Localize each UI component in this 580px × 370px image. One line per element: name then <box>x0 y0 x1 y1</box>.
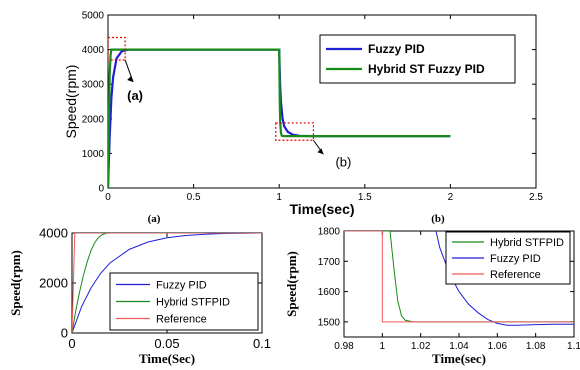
x-tick-label: 0.5 <box>187 192 201 203</box>
legend-label: Fuzzy PID <box>490 253 541 265</box>
x-tick-label: 0 <box>68 336 75 351</box>
x-tick-label: 1.08 <box>526 341 546 352</box>
x-tick-label: 1 <box>276 192 282 203</box>
legend: Fuzzy PID Hybrid ST Fuzzy PID <box>319 34 516 84</box>
callout-arrowhead <box>127 75 134 82</box>
subplot-2: 0.98 1 1.02 1.04 1.06 1.08 1.1 1500 1600 1700 1800… <box>284 213 580 366</box>
x-axis-label: Time(sec) <box>432 351 486 366</box>
legend-box <box>319 34 516 84</box>
series-line-fuzzy-pid <box>72 233 262 333</box>
subplot-0: 0 0.5 1 1.5 2 2.5 0 1000 2000 3000 4000 5000 Time(se… <box>63 11 543 218</box>
callout-label: (b) <box>335 154 351 169</box>
x-axis-label: Time(Sec) <box>139 351 195 366</box>
y-tick-label: 4000 <box>82 45 105 56</box>
series-line-hybrid-st-fuzzy-pid <box>108 48 451 188</box>
y-tick-label: 4000 <box>39 226 68 241</box>
legend-label: Reference <box>156 313 207 325</box>
x-tick-label: 0 <box>105 192 111 203</box>
legend-label: Hybrid ST Fuzzy PID <box>368 62 485 76</box>
subplot-title: (a) <box>148 213 161 225</box>
legend-label: Hybrid STFPID <box>490 237 564 249</box>
y-axis-label: Speed(rpm) <box>63 65 79 139</box>
y-tick-label: 1500 <box>318 317 341 328</box>
x-tick-label: 1.1 <box>567 341 580 352</box>
y-tick-label: 0 <box>61 326 68 341</box>
x-tick-label: 0.98 <box>334 341 354 352</box>
legend-label: Fuzzy PID <box>368 42 425 56</box>
legend: Hybrid STFPID Fuzzy PID Reference <box>445 231 571 285</box>
x-tick-label: 1.04 <box>449 341 469 352</box>
x-tick-label: 1.06 <box>488 341 508 352</box>
callout-arrowhead <box>317 148 324 155</box>
x-tick-label: 0.1 <box>253 336 271 351</box>
callout-box <box>107 36 126 61</box>
y-tick-label: 1600 <box>318 287 341 298</box>
y-tick-label: 1800 <box>318 227 341 238</box>
series-group <box>108 48 451 188</box>
legend-label: Hybrid STFPID <box>156 296 230 308</box>
legend-label: Reference <box>490 269 541 281</box>
legend-label: Fuzzy PID <box>156 279 207 291</box>
x-tick-label: 1 <box>380 341 386 352</box>
y-tick-label: 2000 <box>82 114 105 125</box>
subplot-1: 0 0.05 0.1 0 2000 4000 Time(Sec) Speed(rpm) (a) F… <box>8 213 271 366</box>
x-tick-label: 1.5 <box>358 192 372 203</box>
x-axis-label: Time(sec) <box>289 201 354 217</box>
x-tick-label: 0.05 <box>154 336 179 351</box>
legend: Fuzzy PID Hybrid STFPID Reference <box>109 272 259 331</box>
callout-box <box>275 122 315 141</box>
y-tick-label: 3000 <box>82 80 105 91</box>
x-tick-label: 1.02 <box>411 341 431 352</box>
y-tick-label: 1000 <box>82 149 105 160</box>
series-line-reference <box>72 233 262 333</box>
y-axis-label: Speed(rpm) <box>284 251 299 317</box>
subplot-title: (b) <box>431 213 445 225</box>
series-group <box>72 233 262 333</box>
callout-label: (a) <box>127 88 143 103</box>
y-tick-label: 2000 <box>39 276 68 291</box>
y-tick-label: 1700 <box>318 257 341 268</box>
x-tick-label: 2 <box>448 192 454 203</box>
y-axis-label: Speed(rpm) <box>8 250 23 316</box>
series-line-reference <box>344 231 574 323</box>
y-tick-label: 5000 <box>82 11 105 22</box>
y-tick-label: 0 <box>98 184 104 195</box>
x-tick-label: 2.5 <box>529 192 543 203</box>
